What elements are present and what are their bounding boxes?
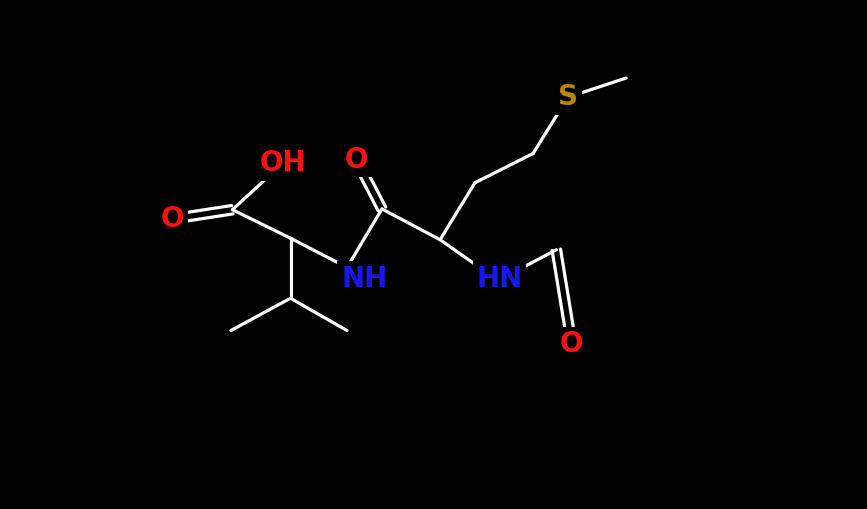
Text: OH: OH (259, 150, 306, 178)
Text: O: O (560, 330, 583, 358)
Text: HN: HN (477, 265, 523, 293)
Text: S: S (558, 83, 578, 111)
Text: O: O (161, 205, 185, 233)
Text: NH: NH (341, 265, 388, 293)
Text: O: O (344, 146, 368, 174)
